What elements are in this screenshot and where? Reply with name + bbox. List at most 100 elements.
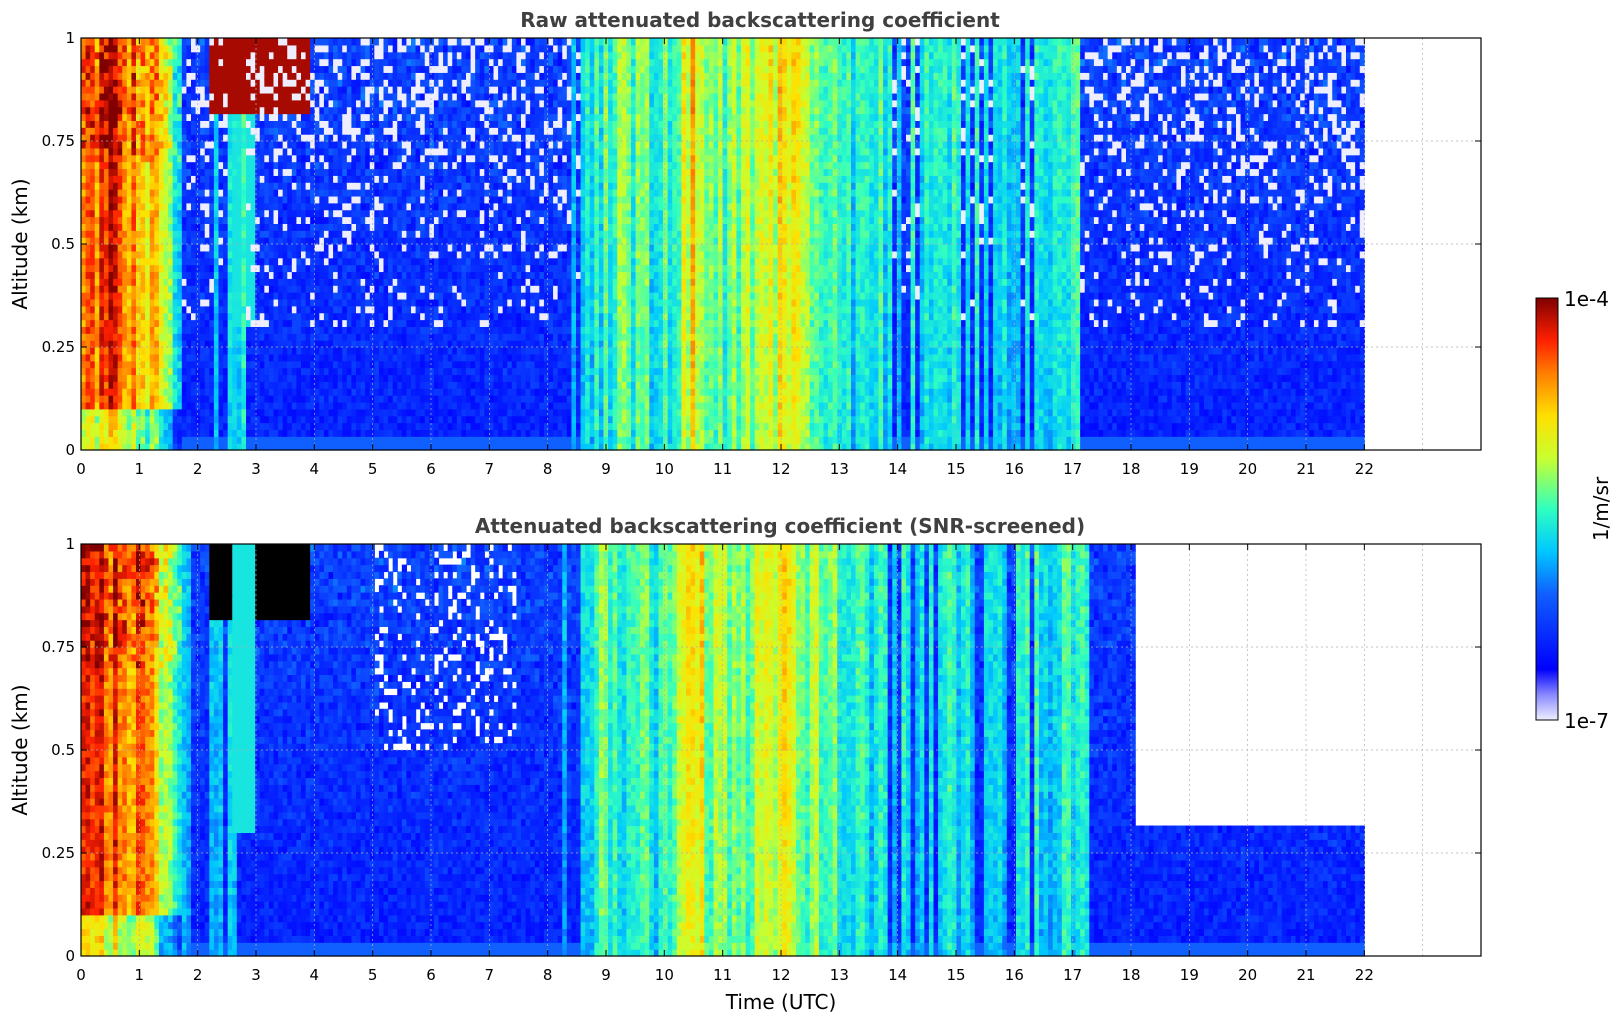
heatmap-cell — [360, 271, 366, 279]
heatmap-cell — [255, 250, 261, 259]
heatmap-cell — [255, 154, 261, 163]
heatmap-cell — [241, 189, 247, 197]
heatmap-cell — [383, 106, 389, 115]
heatmap-cell — [452, 436, 458, 444]
heatmap-cell — [246, 367, 252, 376]
heatmap-cell — [236, 312, 243, 321]
heatmap-cell — [392, 278, 398, 286]
heatmap-cell — [337, 230, 343, 238]
heatmap-cell — [255, 271, 261, 279]
heatmap-cell — [90, 38, 96, 46]
heatmap-cell — [227, 305, 233, 314]
heatmap-cell — [99, 415, 105, 424]
heatmap-cell — [456, 175, 463, 183]
heatmap-cell — [438, 44, 444, 53]
heatmap-cell — [186, 388, 192, 396]
heatmap-cell — [158, 429, 165, 437]
heatmap-cell — [287, 340, 293, 348]
heatmap-cell — [236, 65, 243, 73]
heatmap-cell — [126, 408, 133, 417]
heatmap-cell — [406, 79, 412, 87]
heatmap-cell — [250, 285, 256, 293]
heatmap-cell — [168, 175, 174, 183]
heatmap-cell — [158, 72, 165, 80]
heatmap-cell — [213, 189, 220, 197]
heatmap-cell — [117, 381, 123, 389]
heatmap-cell — [181, 347, 188, 355]
heatmap-cell — [411, 223, 417, 231]
heatmap-cell — [195, 161, 201, 170]
heatmap-cell — [378, 312, 385, 321]
heatmap-cell — [145, 195, 151, 204]
heatmap-cell — [360, 195, 366, 204]
heatmap-cell — [200, 305, 206, 314]
heatmap-cell — [443, 292, 449, 300]
heatmap-cell — [433, 209, 440, 218]
heatmap-cell — [365, 154, 371, 163]
heatmap-cell — [200, 340, 206, 348]
heatmap-cell — [323, 401, 330, 410]
heatmap-cell — [246, 147, 252, 156]
heatmap-cell — [369, 223, 375, 231]
heatmap-cell — [227, 285, 233, 293]
heatmap-cell — [301, 223, 307, 231]
heatmap-cell — [131, 305, 137, 314]
heatmap-cell — [420, 319, 426, 327]
heatmap-cell — [177, 202, 183, 211]
heatmap-cell — [227, 250, 233, 259]
heatmap-cell — [356, 367, 362, 376]
heatmap-cell — [259, 374, 265, 382]
heatmap-cell — [259, 195, 265, 204]
heatmap-cell — [356, 271, 362, 279]
heatmap-cell — [236, 92, 243, 101]
heatmap-cell — [99, 58, 105, 67]
heatmap-cell — [392, 51, 398, 60]
heatmap-cell — [456, 79, 463, 87]
heatmap-cell — [356, 443, 362, 451]
heatmap-cell — [296, 326, 302, 334]
heatmap-cell — [443, 209, 449, 218]
heatmap-cell — [378, 443, 385, 451]
heatmap-cell — [438, 353, 444, 362]
heatmap-cell — [365, 415, 371, 424]
heatmap-cell — [113, 168, 119, 176]
heatmap-cell — [209, 209, 215, 218]
heatmap-cell — [259, 216, 265, 224]
heatmap-cell — [443, 127, 449, 135]
heatmap-cell — [278, 113, 284, 121]
heatmap-cell — [415, 202, 421, 211]
heatmap-cell — [108, 216, 114, 224]
heatmap-cell — [369, 401, 375, 410]
heatmap-cell — [108, 401, 114, 410]
heatmap-cell — [209, 381, 215, 389]
heatmap-cell — [122, 237, 128, 245]
heatmap-cell — [246, 38, 252, 46]
heatmap-cell — [429, 72, 435, 80]
heatmap-cell — [383, 58, 389, 67]
heatmap-cell — [342, 65, 348, 73]
heatmap-cell — [81, 230, 87, 238]
heatmap-cell — [149, 154, 155, 163]
heatmap-cell — [397, 230, 403, 238]
heatmap-cell — [177, 271, 183, 279]
heatmap-cell — [103, 92, 110, 101]
heatmap-cell — [264, 58, 270, 67]
heatmap-cell — [158, 319, 165, 327]
heatmap-cell — [126, 257, 133, 266]
heatmap-cell — [172, 244, 178, 252]
heatmap-cell — [117, 202, 123, 211]
heatmap-cell — [365, 347, 371, 355]
heatmap-cell — [163, 216, 169, 224]
heatmap-cell — [131, 92, 137, 101]
heatmap-cell — [420, 244, 426, 252]
heatmap-cell — [301, 436, 307, 444]
heatmap-cell — [163, 38, 169, 46]
heatmap-cell — [227, 237, 233, 245]
heatmap-cell — [443, 113, 449, 121]
heatmap-cell — [255, 141, 261, 149]
heatmap-cell — [291, 79, 298, 87]
heatmap-cell — [301, 38, 307, 46]
heatmap-cell — [126, 360, 133, 369]
heatmap-cell — [191, 92, 197, 101]
heatmap-cell — [223, 86, 229, 94]
